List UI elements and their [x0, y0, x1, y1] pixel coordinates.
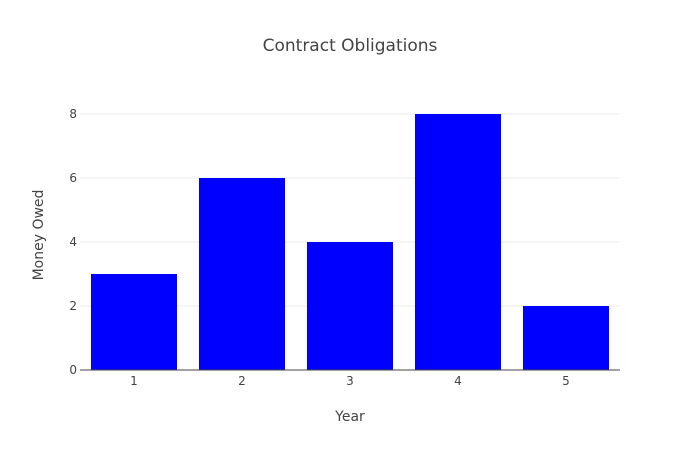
- chart-title: Contract Obligations: [263, 36, 438, 56]
- x-tick-labels: 1 2 3 4 5: [130, 374, 570, 388]
- x-tick-label: 5: [562, 374, 570, 388]
- y-tick-label: 0: [69, 363, 77, 377]
- x-tick-label: 2: [238, 374, 246, 388]
- bar-year-5[interactable]: [523, 306, 609, 370]
- x-tick-label: 4: [454, 374, 462, 388]
- bar-year-1[interactable]: [91, 274, 177, 370]
- bar-year-4[interactable]: [415, 114, 501, 370]
- bar-year-3[interactable]: [307, 242, 393, 370]
- y-tick-labels: 0 2 4 6 8: [69, 107, 77, 377]
- y-axis-title: Money Owed: [31, 190, 47, 281]
- x-axis-title: Year: [334, 409, 365, 425]
- x-tick-label: 3: [346, 374, 354, 388]
- y-tick-label: 8: [69, 107, 77, 121]
- bar-year-2[interactable]: [199, 178, 285, 370]
- y-tick-label: 6: [69, 171, 77, 185]
- bars: [91, 114, 609, 370]
- y-tick-label: 4: [69, 235, 77, 249]
- y-tick-label: 2: [69, 299, 77, 313]
- x-tick-label: 1: [130, 374, 138, 388]
